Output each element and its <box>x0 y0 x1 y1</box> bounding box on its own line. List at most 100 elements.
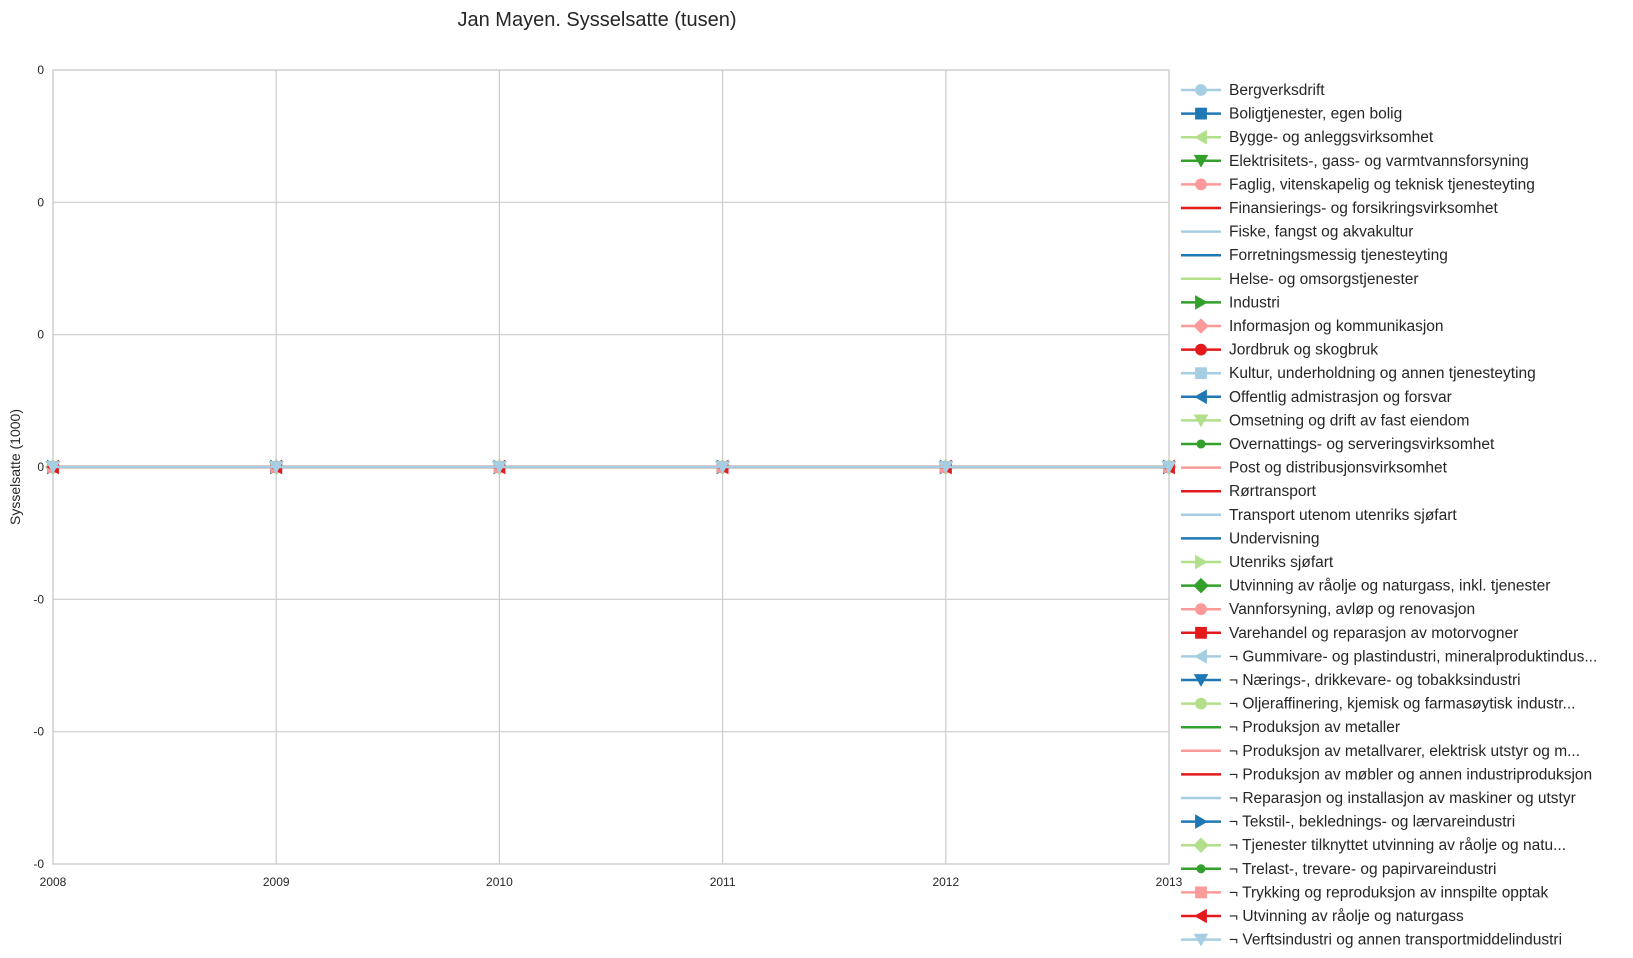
legend-item: Industri <box>1181 294 1280 311</box>
legend-label: Industri <box>1229 294 1280 311</box>
legend-item: Fiske, fangst og akvakultur <box>1181 224 1413 241</box>
legend-label: ¬ Trykking og reproduksjon av innspilte … <box>1229 884 1548 901</box>
legend-item: ¬ Utvinning av råolje og naturgass <box>1181 908 1464 925</box>
legend-item: Omsetning og drift av fast eiendom <box>1181 412 1469 429</box>
legend-marker <box>1193 154 1209 168</box>
x-tick-label: 2012 <box>932 875 959 889</box>
legend-label: ¬ Trelast-, trevare- og papirvareindustr… <box>1229 861 1497 878</box>
data-point <box>715 461 730 474</box>
legend-label: ¬ Gummivare- og plastindustri, mineralpr… <box>1229 648 1597 665</box>
legend-label: Forretningsmessig tjenesteyting <box>1229 247 1448 264</box>
x-tick-label: 2011 <box>710 875 736 889</box>
legend-marker <box>1195 626 1207 639</box>
series-36 <box>45 461 1177 474</box>
data-point <box>492 461 507 474</box>
legend-item: ¬ Tjenester tilknyttet utvinning av råol… <box>1181 837 1566 854</box>
legend-item: Forretningsmessig tjenesteyting <box>1181 247 1448 264</box>
legend-label: ¬ Produksjon av møbler og annen industri… <box>1229 766 1592 783</box>
legend-item: ¬ Reparasjon og installasjon av maskiner… <box>1181 790 1576 807</box>
legend-marker <box>1194 129 1207 145</box>
legend-item: Kultur, underholdning og annen tjenestey… <box>1181 365 1536 382</box>
legend-label: Vannforsyning, avløp og renovasjon <box>1229 601 1475 618</box>
legend-label: Rørtransport <box>1229 483 1317 500</box>
legend-marker <box>1193 414 1209 428</box>
chart-title: Jan Mayen. Sysselsatte (tusen) <box>457 9 736 31</box>
legend-item: Elektrisitets-, gass- og varmtvannsforsy… <box>1181 153 1529 170</box>
legend-item: Rørtransport <box>1181 483 1317 500</box>
legend-label: Overnattings- og serveringsvirksomhet <box>1229 436 1495 453</box>
legend-label: Varehandel og reparasjon av motorvogner <box>1229 625 1518 642</box>
legend-label: Elektrisitets-, gass- og varmtvannsforsy… <box>1229 153 1529 170</box>
legend-item: Vannforsyning, avløp og renovasjon <box>1181 601 1475 618</box>
legend-marker <box>1193 837 1209 853</box>
legend-marker <box>1195 295 1208 310</box>
legend-item: Faglig, vitenskapelig og teknisk tjenest… <box>1181 176 1535 193</box>
legend-label: Omsetning og drift av fast eiendom <box>1229 412 1469 429</box>
legend-marker <box>1194 649 1207 664</box>
legend-item: Offentlig admistrasjon og forsvar <box>1181 389 1452 406</box>
legend-item: ¬ Trykking og reproduksjon av innspilte … <box>1181 884 1548 901</box>
legend-item: Helse- og omsorgstjenester <box>1181 271 1419 288</box>
legend-item: ¬ Trelast-, trevare- og papirvareindustr… <box>1181 861 1497 878</box>
legend-label: Post og distribusjonsvirksomhet <box>1229 460 1448 477</box>
legend-label: Utvinning av råolje og naturgass, inkl. … <box>1229 578 1550 595</box>
y-tick-label: -0 <box>33 725 44 739</box>
legend-item: Informasjon og kommunikasjon <box>1181 318 1444 335</box>
legend-item: Boligtjenester, egen bolig <box>1181 106 1402 123</box>
legend-item: Bergverksdrift <box>1181 82 1325 99</box>
data-point <box>268 461 284 474</box>
legend-label: Fiske, fangst og akvakultur <box>1229 224 1413 241</box>
legend-label: Finansierings- og forsikringsvirksomhet <box>1229 200 1498 217</box>
y-tick-label: -0 <box>33 857 44 871</box>
legend-marker <box>1195 554 1208 570</box>
legend-label: Kultur, underholdning og annen tjenestey… <box>1229 365 1536 382</box>
legend-label: Transport utenom utenriks sjøfart <box>1229 507 1457 524</box>
tick-labels: 2008 2009 2010 2011 2012 2013 0 0 0 0 -0 -0 -0 <box>33 63 1182 889</box>
x-tick-label: 2008 <box>40 875 67 889</box>
legend-label: Jordbruk og skogbruk <box>1229 342 1378 359</box>
data-point <box>45 461 61 474</box>
legend-item: ¬ Gummivare- og plastindustri, mineralpr… <box>1181 648 1597 665</box>
y-tick-label: -0 <box>33 592 44 606</box>
legend-item: Transport utenom utenriks sjøfart <box>1181 507 1457 524</box>
legend-label: Bygge- og anleggsvirksomhet <box>1229 129 1434 146</box>
legend-item: ¬ Produksjon av metallvarer, elektrisk u… <box>1181 743 1580 760</box>
x-tick-label: 2010 <box>486 875 513 889</box>
legend-item: Varehandel og reparasjon av motorvogner <box>1181 625 1518 642</box>
legend-marker <box>1195 178 1207 191</box>
y-tick-label: 0 <box>37 63 44 77</box>
legend-item: Jordbruk og skogbruk <box>1181 342 1378 359</box>
series-layer <box>45 459 1177 475</box>
legend-item: Utenriks sjøfart <box>1181 554 1334 571</box>
legend-marker <box>1195 107 1207 120</box>
legend-marker <box>1196 864 1206 874</box>
legend-marker <box>1195 697 1207 710</box>
legend-label: Offentlig admistrasjon og forsvar <box>1229 389 1452 406</box>
legend-label: ¬ Tekstil-, beklednings- og lærvareindus… <box>1229 814 1515 831</box>
legend-marker <box>1195 343 1207 356</box>
legend-marker <box>1196 439 1206 449</box>
legend: Bergverksdrift Boligtjenester, egen bolig… <box>1181 82 1597 949</box>
legend-label: ¬ Produksjon av metaller <box>1229 719 1400 736</box>
legend-label: ¬ Oljeraffinering, kjemisk og farmasøyti… <box>1229 696 1575 713</box>
legend-marker <box>1194 389 1207 405</box>
legend-label: ¬ Produksjon av metallvarer, elektrisk u… <box>1229 743 1580 760</box>
legend-item: Overnattings- og serveringsvirksomhet <box>1181 436 1495 453</box>
legend-item: ¬ Produksjon av metaller <box>1181 719 1400 736</box>
legend-label: Boligtjenester, egen bolig <box>1229 106 1402 123</box>
y-tick-label: 0 <box>37 195 44 209</box>
legend-marker <box>1194 908 1207 924</box>
legend-marker <box>1195 603 1207 616</box>
legend-item: Undervisning <box>1181 530 1319 547</box>
x-tick-label: 2009 <box>263 875 290 889</box>
legend-marker <box>1193 674 1209 687</box>
legend-item: ¬ Oljeraffinering, kjemisk og farmasøyti… <box>1181 696 1575 713</box>
legend-label: Undervisning <box>1229 530 1319 547</box>
legend-item: ¬ Tekstil-, beklednings- og lærvareindus… <box>1181 814 1515 831</box>
legend-item: ¬ Nærings-, drikkevare- og tobakksindust… <box>1181 672 1521 689</box>
legend-item: ¬ Verftsindustri og annen transportmidde… <box>1181 932 1562 949</box>
legend-label: ¬ Utvinning av råolje og naturgass <box>1229 908 1464 925</box>
legend-marker <box>1195 886 1207 899</box>
